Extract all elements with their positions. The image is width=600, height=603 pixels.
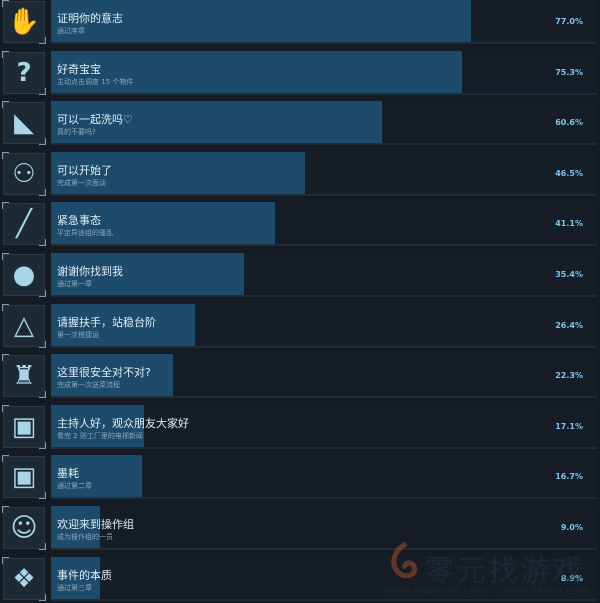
achievement-title: 欢迎来到操作组: [57, 518, 134, 531]
diamond-icon: ❖: [2, 556, 46, 601]
achievement-description: 完成第一次送菜流程: [57, 381, 120, 390]
achievement-row[interactable]: ▣ 主持人好，观众朋友大家好 看完 2 则工厂里的电视新闻 17.1%: [0, 404, 600, 451]
progress-track: 证明你的意志 通过序章 77.0%: [51, 0, 597, 44]
achievement-percent: 26.4%: [555, 320, 583, 330]
progress-fill: [51, 303, 196, 346]
progress-fill: [51, 253, 245, 295]
progress-track: 墨耗 通过第二章 16.7%: [51, 455, 597, 500]
achievement-row[interactable]: △ 请握扶手，站稳台阶 第一次搭捷运 26.4%: [0, 303, 600, 350]
creature-icon: ◣: [2, 101, 46, 146]
progress-fill: [51, 101, 382, 144]
question-icon: ?: [2, 50, 46, 95]
achievement-title: 紧急事态: [57, 214, 101, 228]
achievement-row[interactable]: ? 好奇宝宝 主动点击调查 15 个物件 75.3%: [0, 50, 600, 97]
achievement-description: 成为操作组的一员: [57, 533, 113, 541]
progress-track: 这里很安全对不对? 完成第一次送菜流程 22.3%: [51, 354, 597, 399]
progress-track: 可以开始了 完成第一次面谈 46.5%: [51, 151, 597, 196]
progress-fill: [51, 455, 143, 498]
globe-icon: ●: [2, 253, 46, 297]
achievement-percent: 35.4%: [555, 270, 583, 279]
glasses-person-icon: ☺: [2, 506, 46, 550]
achievement-title: 这里很安全对不对?: [57, 366, 151, 380]
achievement-percent: 22.3%: [555, 371, 583, 381]
achievement-description: 完成第一次面谈: [57, 178, 106, 187]
achievement-title: 请握扶手，站稳台阶: [57, 315, 156, 329]
achievement-row[interactable]: ☺ 欢迎来到操作组 成为操作组的一员 9.0%: [0, 506, 600, 552]
progress-fill: [51, 354, 173, 397]
achievement-row[interactable]: ♜ 这里很安全对不对? 完成第一次送菜流程 22.3%: [0, 354, 600, 400]
achievement-row[interactable]: ❖ 事件的本质 通过第三章 8.9%: [0, 556, 600, 603]
achievement-percent: 17.1%: [555, 421, 583, 431]
screen-person-icon: ▣: [2, 455, 46, 500]
achievement-title: 可以一起洗吗♡: [57, 113, 133, 127]
achievement-title: 墨耗: [57, 467, 79, 481]
achievement-description: 通过第三章: [57, 583, 92, 592]
achievement-row[interactable]: ◣ 可以一起洗吗♡ 真的不要吗? 60.6%: [0, 101, 600, 147]
progress-track: 可以一起洗吗♡ 真的不要吗? 60.6%: [51, 101, 597, 146]
achievement-row[interactable]: ╱ 紧急事态 平定异途组的骚乱 41.1%: [0, 202, 600, 248]
progress-fill: [51, 151, 305, 194]
achievement-title: 谢谢你找到我: [57, 265, 123, 278]
progress-track: 谢谢你找到我 通过第一章 35.4%: [51, 253, 597, 297]
progress-track: 欢迎来到操作组 成为操作组的一员 9.0%: [51, 506, 597, 550]
armor-icon: ♜: [2, 354, 46, 399]
achievement-title: 主持人好，观众朋友大家好: [57, 416, 189, 430]
achievement-title: 证明你的意志: [57, 12, 123, 25]
achievement-title: 好奇宝宝: [57, 62, 101, 76]
progress-fill: [51, 0, 472, 42]
achievement-description: 真的不要吗?: [57, 128, 96, 137]
achievement-description: 主动点击调查 15 个物件: [57, 77, 134, 86]
handle-icon: △: [2, 303, 46, 348]
achievement-row[interactable]: ✋ 证明你的意志 通过序章 77.0%: [0, 0, 600, 46]
achievement-row[interactable]: ● 谢谢你找到我 通过第一章 35.4%: [0, 253, 600, 299]
achievement-percent: 77.0%: [555, 17, 583, 26]
achievement-percent: 46.5%: [555, 168, 583, 178]
achievement-percent: 75.3%: [555, 67, 583, 77]
progress-track: 事件的本质 通过第三章 8.9%: [51, 556, 597, 601]
crowd-icon: ⚇: [2, 151, 46, 196]
progress-track: 主持人好，观众朋友大家好 看完 2 则工厂里的电视新闻 17.1%: [51, 404, 597, 449]
achievement-percent: 16.7%: [555, 472, 583, 482]
achievement-percent: 8.9%: [560, 573, 583, 583]
progress-fill: [51, 202, 276, 245]
hand-icon: ✋: [2, 0, 46, 44]
presenter-icon: ▣: [2, 404, 46, 449]
progress-track: 紧急事态 平定异途组的骚乱 41.1%: [51, 202, 597, 247]
achievement-description: 看完 2 则工厂里的电视新闻: [57, 431, 143, 440]
progress-fill: [51, 50, 463, 93]
achievement-title: 事件的本质: [57, 568, 112, 582]
achievement-description: 平定异途组的骚乱: [57, 229, 113, 238]
progress-fill: [51, 404, 145, 447]
achievement-description: 通过第二章: [57, 482, 92, 491]
blade-icon: ╱: [2, 202, 46, 247]
progress-fill: [51, 556, 100, 599]
achievement-description: 第一次搭捷运: [57, 330, 99, 339]
progress-track: 请握扶手，站稳台阶 第一次搭捷运 26.4%: [51, 303, 597, 348]
achievement-percent: 60.6%: [555, 118, 583, 128]
achievement-row[interactable]: ⚇ 可以开始了 完成第一次面谈 46.5%: [0, 151, 600, 198]
achievement-description: 通过序章: [57, 27, 85, 35]
progress-fill: [51, 506, 101, 548]
achievement-description: 通过第一章: [57, 280, 92, 288]
achievement-title: 可以开始了: [57, 163, 112, 177]
achievement-percent: 9.0%: [560, 523, 583, 532]
progress-track: 好奇宝宝 主动点击调查 15 个物件 75.3%: [51, 50, 597, 95]
achievement-percent: 41.1%: [555, 219, 583, 229]
achievement-row[interactable]: ▣ 墨耗 通过第二章 16.7%: [0, 455, 600, 501]
